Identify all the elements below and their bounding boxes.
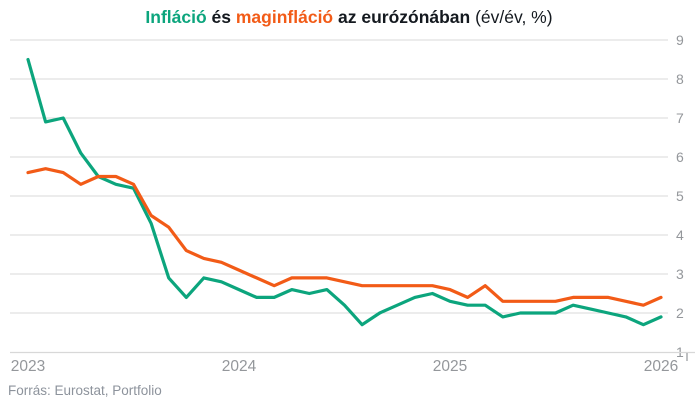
title-inflation-word: Infláció [145,7,207,27]
x-axis-year-label: 2025 [433,358,467,375]
y-axis-tick-label: 6 [676,149,684,165]
y-axis-tick-label: 7 [676,110,684,126]
y-axis-tick-label: 5 [676,188,684,204]
title-unit-text: (év/év, %) [470,7,553,27]
title-core-inflation-word: maginfláció [235,7,334,27]
x-axis-year-label: 2024 [222,358,257,375]
title-and-word: és [206,7,236,27]
x-axis-year-label: 2023 [11,358,45,375]
y-axis-tick-label: 8 [676,71,684,87]
chart-title: Infláció és maginfláció az eurózónában (… [0,7,698,28]
y-axis-tick-label: 2 [676,305,684,321]
x-axis-year-label: 2026 [644,358,678,375]
y-axis-tick-label: 9 [676,32,684,48]
y-axis-tick-label: 4 [676,227,684,243]
source-note: Forrás: Eurostat, Portfolio [8,382,162,398]
inflation-line [26,57,663,327]
core-inflation-line [26,167,663,307]
y-axis-tick-label: 3 [676,266,684,282]
title-eurozone-text: az eurózónában [333,7,471,27]
